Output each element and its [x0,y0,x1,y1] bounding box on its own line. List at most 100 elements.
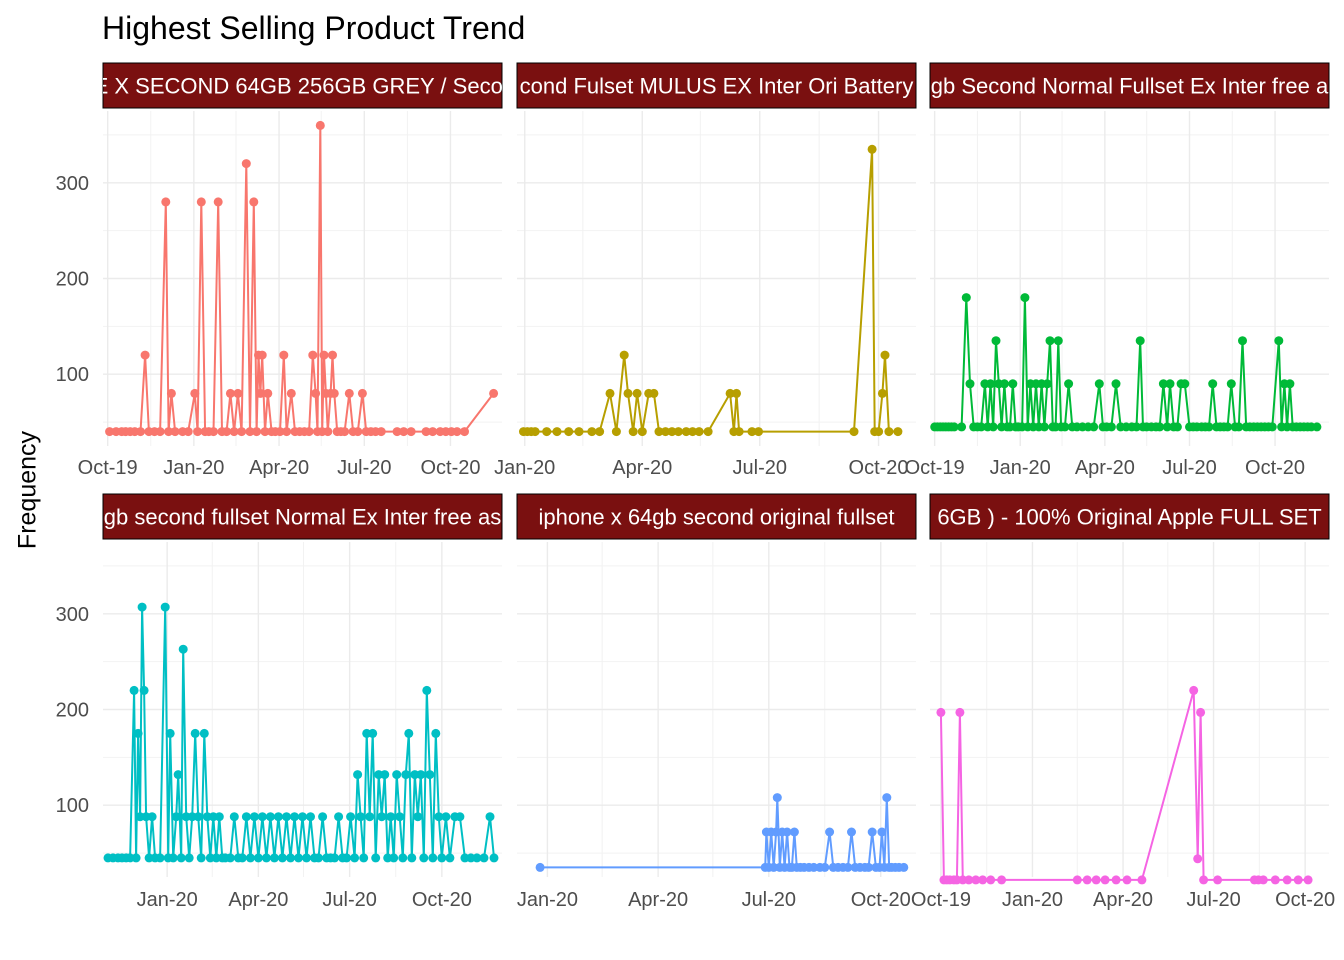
data-point [399,427,409,437]
x-tick-label: Apr-20 [228,889,288,911]
data-point [263,388,273,398]
data-point [425,770,435,780]
data-point [1223,422,1233,432]
data-point [1208,379,1218,389]
y-tick-label: 100 [56,795,89,817]
data-point [376,427,386,437]
data-point [874,427,884,437]
data-point [318,812,328,822]
data-point [820,862,830,872]
data-point [260,427,270,437]
data-point [1155,422,1165,432]
data-point [199,728,209,738]
data-point [265,812,275,822]
series-line [934,297,1317,428]
data-point [1165,379,1175,389]
data-point [225,853,235,863]
data-point [428,427,438,437]
data-point [413,812,423,822]
data-point [298,812,307,822]
data-point [213,197,223,207]
data-point [353,770,363,780]
data-point [1132,422,1141,432]
data-point [323,427,333,437]
data-point [1199,875,1209,885]
data-point [997,875,1007,885]
data-point [605,388,615,398]
data-point [290,812,299,822]
data-point [294,853,303,863]
x-tick-label: Apr-20 [249,457,309,479]
data-point [864,862,874,872]
data-point [249,197,259,207]
data-point [1045,336,1055,346]
data-point [455,812,465,822]
data-point [183,427,193,437]
data-point [1094,379,1104,389]
data-point [422,685,432,695]
data-point [628,427,638,437]
data-point [257,812,267,822]
facet-panel-3: gb Second Normal Fullset Ex Inter free a… [905,62,1330,479]
data-point [173,770,183,780]
facet-panel-6: 6GB ) - 100% Original Apple FULL SET Oct-… [911,493,1335,911]
x-tick-label: Jul-20 [322,889,376,911]
data-point [155,853,165,863]
data-point [196,853,206,863]
data-point [286,388,296,398]
data-point [437,853,447,863]
data-point [1064,379,1074,389]
data-point [1285,379,1295,389]
data-point [1089,422,1099,432]
data-point [1213,875,1223,885]
data-point [623,388,633,398]
data-point [1122,875,1132,885]
data-point [233,388,243,398]
data-point [611,427,621,437]
data-point [976,422,986,432]
data-point [899,862,909,872]
data-point [1100,875,1110,885]
data-point [1282,875,1292,885]
data-point [849,427,859,437]
data-point [1293,875,1303,885]
data-point [986,379,995,389]
data-point [229,427,239,437]
data-point [401,770,411,780]
data-point [734,427,744,437]
data-point [1158,379,1168,389]
data-point [489,388,499,398]
data-point [261,853,271,863]
data-point [395,812,405,822]
data-point [416,770,426,780]
data-point [1193,854,1203,864]
data-point [329,388,339,398]
facet-strip-label: iphone x 64gb second original fullset [539,505,895,530]
data-point [1060,422,1070,432]
data-point [825,827,835,837]
x-tick-label: Oct-19 [911,889,971,911]
data-point [535,862,545,872]
data-point [178,644,188,654]
facet-strip [516,62,917,109]
data-point [334,812,344,822]
data-point [190,388,200,398]
data-point [171,812,181,822]
y-tick-label: 300 [56,173,89,195]
data-point [1053,336,1063,346]
data-point [346,812,356,822]
data-point [306,812,315,822]
data-point [1312,422,1322,432]
data-point [688,427,698,437]
x-tick-label: Jan-20 [990,457,1051,479]
data-point [193,812,203,822]
data-point [955,707,965,717]
facet-strip [102,62,503,109]
data-point [884,427,894,437]
facet-panel-5: iphone x 64gb second original fullset Jan… [516,493,917,911]
data-point [552,427,562,437]
data-point [209,427,218,437]
x-tick-label: Oct-20 [1245,457,1305,479]
facet-strip-label: gb second fullset Normal Ex Inter free a… [104,505,501,530]
data-point [269,853,279,863]
